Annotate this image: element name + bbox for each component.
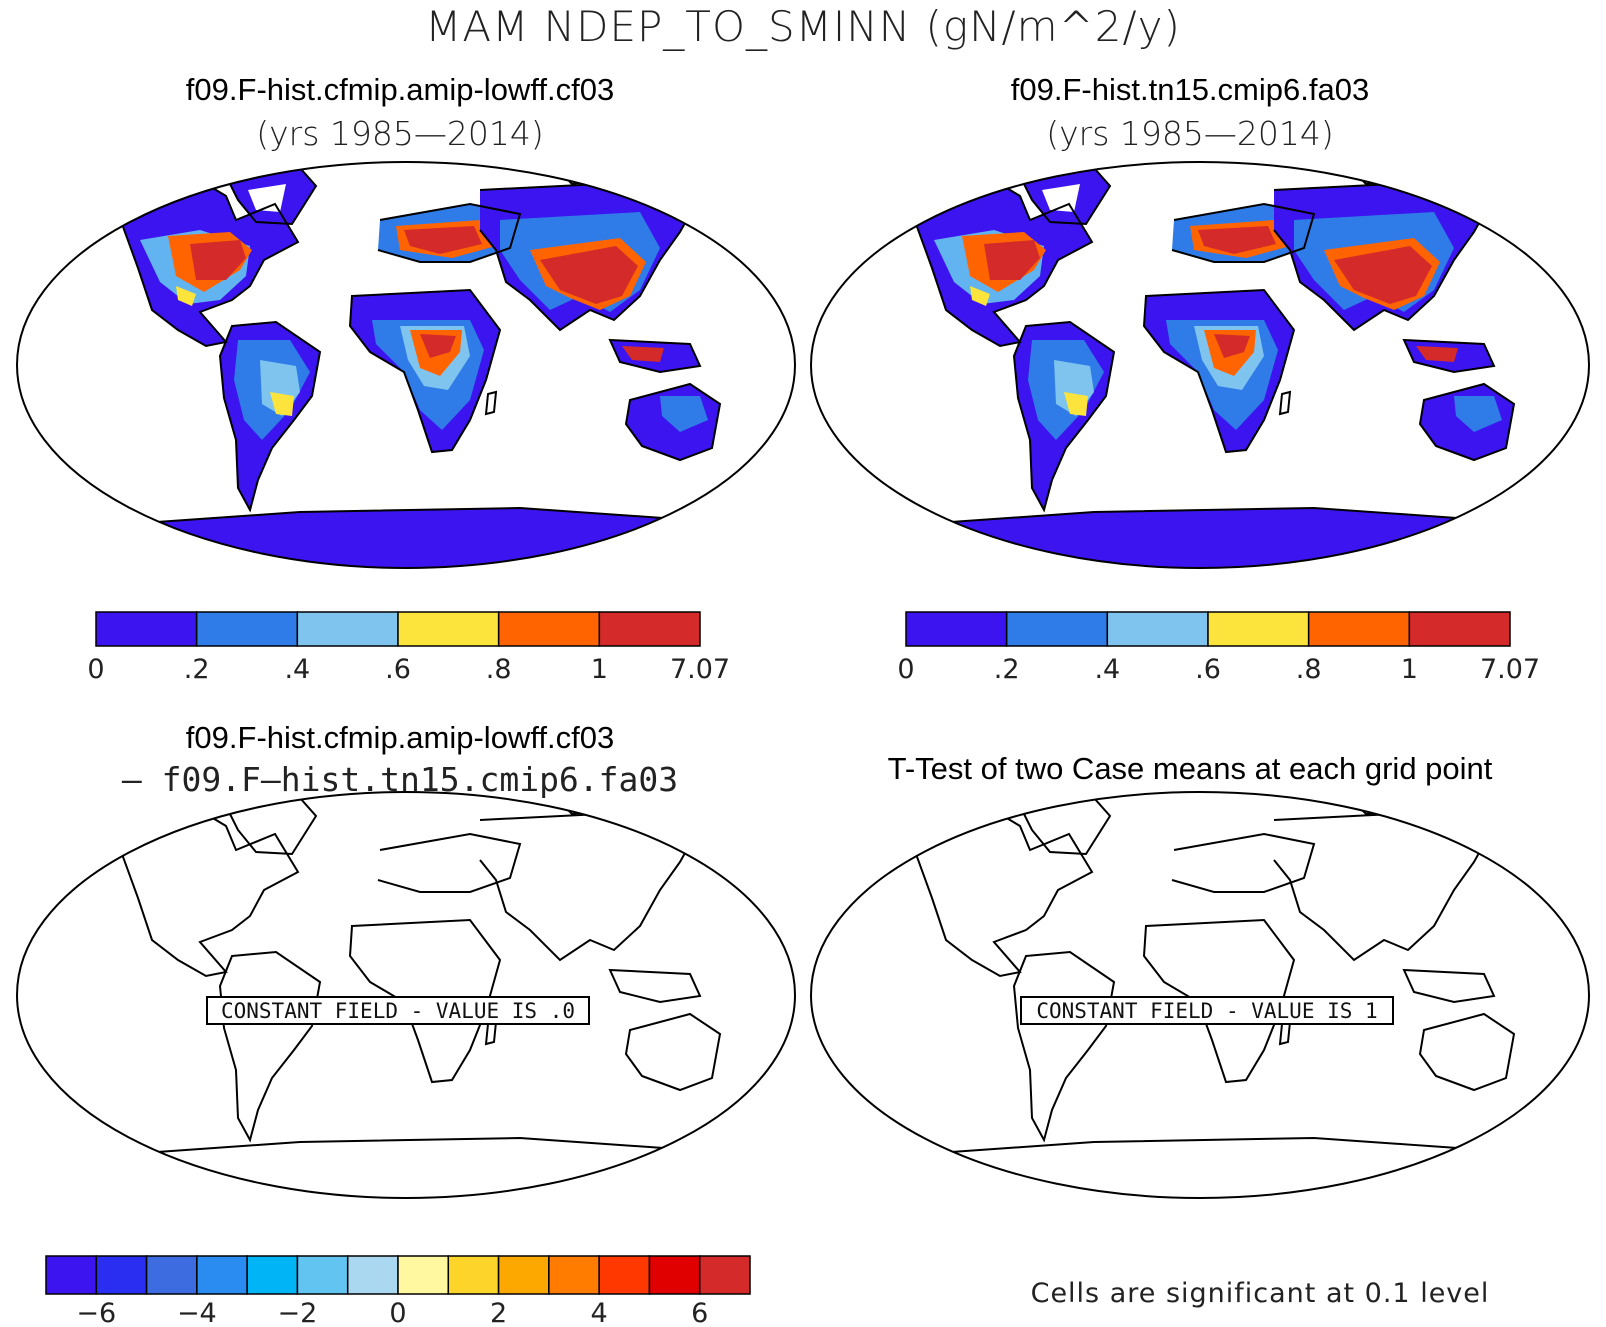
panel-4-title: T-Test of two Case means at each grid po… xyxy=(887,751,1493,786)
colorbar-difference-swatch xyxy=(296,1255,349,1295)
colorbar-case-1-tick-label: .8 xyxy=(486,654,512,685)
colorbar-difference: −6 −4 −2 0 2 4 6 xyxy=(45,1255,751,1327)
constant-field-label-4: CONSTANT FIELD - VALUE IS 1 xyxy=(1036,999,1377,1023)
colorbar-case-1-swatch xyxy=(397,611,500,647)
colorbar-case-2-tick-label: .6 xyxy=(1195,654,1221,685)
colorbar-case-1-tick-label: 0 xyxy=(87,654,104,685)
colorbar-case-1-swatch xyxy=(296,611,399,647)
panel-1-title: f09.F-hist.cfmip.amip-lowff.cf03 xyxy=(185,72,615,107)
colorbar-difference-swatch xyxy=(145,1255,198,1295)
colorbar-case-2-tick-label: .8 xyxy=(1296,654,1322,685)
colorbar-difference-tick-label: 6 xyxy=(691,1298,708,1327)
significance-note: Cells are significant at 0.1 level xyxy=(1030,1278,1490,1309)
colorbar-case-1-swatch xyxy=(95,611,198,647)
map-panel-2 xyxy=(810,161,1590,569)
constant-field-box-4 xyxy=(1020,996,1394,1025)
panel-3-title: f09.F-hist.cfmip.amip-lowff.cf03 xyxy=(185,720,615,755)
colorbar-difference-swatch xyxy=(598,1255,651,1295)
colorbar-case-1-swatch xyxy=(497,611,601,647)
colorbar-case-2-tick-label: .4 xyxy=(1094,654,1120,685)
colorbar-difference-tick-label: −4 xyxy=(177,1298,217,1327)
colorbar-difference-swatch xyxy=(397,1255,450,1295)
colorbar-case-2-tick-label: .2 xyxy=(994,654,1020,685)
colorbar-case-2-tick-label: 0 xyxy=(897,654,914,685)
colorbar-case-1-tick-label: .4 xyxy=(284,654,310,685)
map-panel-1 xyxy=(16,161,796,569)
constant-field-label-3: CONSTANT FIELD - VALUE IS .0 xyxy=(221,999,575,1023)
colorbar-difference-swatch xyxy=(95,1255,148,1295)
colorbar-case-1-swatch xyxy=(195,611,299,647)
panel-1-years: (yrs 1985—2014) xyxy=(256,114,544,153)
colorbar-difference-tick-label: −6 xyxy=(76,1298,116,1327)
colorbar-case-2-swatch xyxy=(1307,611,1411,647)
colorbar-case-1: 0 .2 .4 .6 .8 1 7.07 xyxy=(87,611,730,685)
colorbar-difference-tick-label: 2 xyxy=(490,1298,507,1327)
colorbar-difference-swatch xyxy=(447,1255,500,1295)
colorbar-case-2: 0 .2 .4 .6 .8 1 7.07 xyxy=(897,611,1540,685)
colorbar-difference-swatch xyxy=(648,1255,701,1295)
colorbar-difference-swatch xyxy=(246,1255,299,1295)
constant-field-box-3 xyxy=(206,996,590,1025)
colorbar-difference-swatch xyxy=(346,1255,399,1295)
colorbar-case-1-tick-label: .2 xyxy=(184,654,210,685)
colorbar-case-2-swatch xyxy=(1106,611,1209,647)
main-title: MAM NDEP_TO_SMINN (gN/m^2/y) xyxy=(425,2,1181,51)
colorbar-case-2-swatch xyxy=(905,611,1008,647)
colorbar-case-2-swatch xyxy=(1005,611,1109,647)
map-panel-4: CONSTANT FIELD - VALUE IS 1 xyxy=(810,791,1590,1199)
colorbar-case-1-tick-label: 7.07 xyxy=(670,654,730,685)
colorbar-difference-swatch xyxy=(548,1255,600,1295)
colorbar-difference-swatch xyxy=(698,1255,751,1295)
colorbar-difference-tick-label: 0 xyxy=(389,1298,406,1327)
map-panel-3: CONSTANT FIELD - VALUE IS .0 xyxy=(16,791,796,1199)
colorbar-difference-swatch xyxy=(196,1255,248,1295)
colorbar-case-1-swatch xyxy=(598,611,701,647)
colorbar-difference-swatch xyxy=(497,1255,550,1295)
colorbar-case-2-swatch xyxy=(1408,611,1511,647)
panel-2-title: f09.F-hist.tn15.cmip6.fa03 xyxy=(1010,72,1370,107)
colorbar-case-2-tick-label: 1 xyxy=(1401,654,1418,685)
colorbar-case-2-tick-label: 7.07 xyxy=(1480,654,1540,685)
colorbar-difference-tick-label: −2 xyxy=(278,1298,318,1327)
colorbar-difference-swatch xyxy=(45,1255,98,1295)
colorbar-case-2-swatch xyxy=(1207,611,1310,647)
colorbar-difference-tick-label: 4 xyxy=(591,1298,608,1327)
colorbar-case-1-tick-label: .6 xyxy=(385,654,411,685)
colorbar-case-1-tick-label: 1 xyxy=(591,654,608,685)
panel-2-years: (yrs 1985—2014) xyxy=(1046,114,1334,153)
